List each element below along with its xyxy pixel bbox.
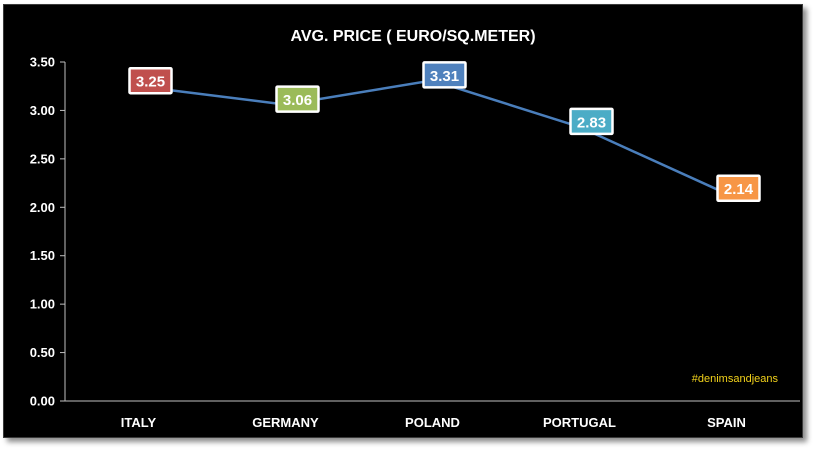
series-line [138,79,728,195]
chart-frame: AVG. PRICE ( EURO/SQ.METER) 0.00 0.50 1.00… [3,4,803,438]
data-labels: 3.25 3.06 3.31 2.83 2.14 [128,61,761,202]
y-axis-ticks: 0.00 0.50 1.00 1.50 2.00 2.50 3.00 3.50 [30,55,65,409]
data-label-text: 3.25 [136,74,165,91]
y-tick-label: 2.50 [30,151,55,166]
x-tick-label: POLAND [405,415,460,430]
y-tick-label: 2.00 [30,200,55,215]
watermark-annotation: #denimsandjeans [692,373,779,385]
data-label-text: 2.83 [577,114,606,131]
x-tick-label: GERMANY [252,415,319,430]
data-label-box [275,85,320,113]
data-label-text: 3.06 [283,92,312,109]
y-tick-label: 1.50 [30,248,55,263]
data-label-box [128,66,173,95]
data-label-text: 2.14 [724,181,754,198]
x-tick-label: ITALY [121,415,157,430]
data-label-box [569,107,614,136]
data-label: 3.31 [422,61,467,89]
data-label-box [422,61,467,89]
line-chart: AVG. PRICE ( EURO/SQ.METER) 0.00 0.50 1.00… [30,28,800,430]
y-tick-label: 0.50 [30,345,55,360]
y-tick-label: 3.00 [30,103,55,118]
x-axis-ticks: ITALY GERMANY POLAND PORTUGAL SPAIN [121,415,746,430]
y-tick-label: 1.00 [30,297,55,312]
y-tick-label: 0.00 [30,394,55,409]
data-label-box [716,174,761,202]
data-label-text: 3.31 [430,68,459,85]
data-label: 2.14 [716,174,761,202]
x-tick-label: PORTUGAL [543,415,616,430]
y-tick-label: 3.50 [30,55,55,70]
data-label: 2.83 [569,107,614,136]
data-label: 3.06 [275,85,320,113]
x-tick-label: SPAIN [707,415,746,430]
data-label: 3.25 [128,66,173,95]
chart-title: AVG. PRICE ( EURO/SQ.METER) [290,28,535,45]
